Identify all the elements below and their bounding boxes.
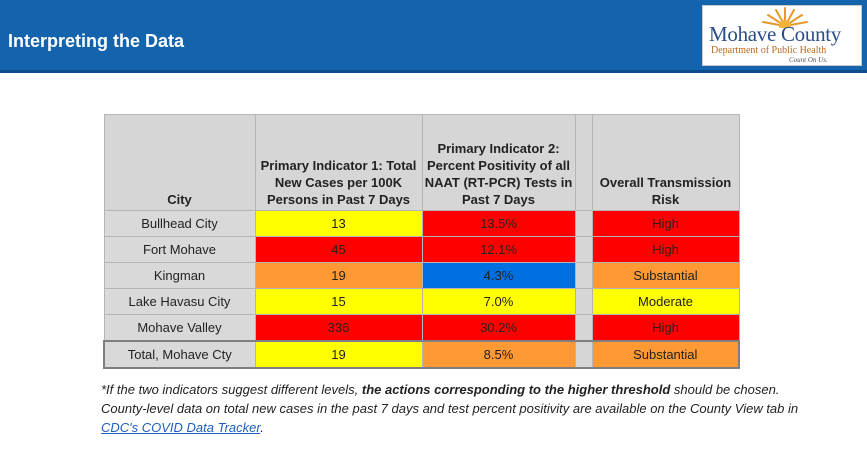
cell-spacer bbox=[574, 288, 593, 315]
logo-department: Department of Public Health bbox=[711, 45, 827, 56]
cell-positivity: 13.5% bbox=[421, 210, 576, 237]
cdc-tracker-link[interactable]: CDC's COVID Data Tracker bbox=[101, 420, 261, 435]
cell-cases: 336 bbox=[254, 314, 423, 342]
table-header-row: City Primary Indicator 1: Total New Case… bbox=[103, 114, 740, 211]
cell-spacer bbox=[574, 236, 593, 263]
col-header-city: City bbox=[103, 114, 256, 211]
cell-positivity: 30.2% bbox=[421, 314, 576, 342]
cell-spacer bbox=[574, 314, 593, 342]
cell-cases: 15 bbox=[254, 288, 423, 315]
footnote-text-2: should be chosen. County-level data on t… bbox=[101, 382, 799, 416]
cell-city: Fort Mohave bbox=[103, 236, 256, 263]
col-header-risk: Overall Transmission Risk bbox=[591, 114, 740, 211]
cell-city: Kingman bbox=[103, 262, 256, 289]
table-row: Kingman 19 4.3% Substantial bbox=[103, 262, 740, 289]
col-header-spacer bbox=[574, 114, 593, 211]
cell-cases: 19 bbox=[254, 262, 423, 289]
cell-positivity: 7.0% bbox=[421, 288, 576, 315]
page-title: Interpreting the Data bbox=[8, 31, 185, 51]
footnote-text-1: *If the two indicators suggest different… bbox=[101, 382, 362, 397]
col-header-indicator-2: Primary Indicator 2: Percent Positivity … bbox=[421, 114, 576, 211]
cell-risk: Moderate bbox=[591, 288, 740, 315]
cell-city: Total, Mohave Cty bbox=[103, 340, 256, 369]
county-logo: Mohave County Department of Public Healt… bbox=[702, 5, 862, 66]
table-row: Fort Mohave 45 12.1% High bbox=[103, 236, 740, 263]
cell-positivity: 4.3% bbox=[421, 262, 576, 289]
cell-spacer bbox=[574, 262, 593, 289]
logo-county-name: Mohave County bbox=[709, 22, 842, 46]
sun-logo-icon bbox=[762, 7, 808, 28]
cell-city: Mohave Valley bbox=[103, 314, 256, 342]
cell-positivity: 8.5% bbox=[421, 340, 576, 369]
transmission-table: City Primary Indicator 1: Total New Case… bbox=[103, 114, 740, 369]
cell-risk: Substantial bbox=[591, 262, 740, 289]
cell-city: Lake Havasu City bbox=[103, 288, 256, 315]
cell-spacer bbox=[574, 340, 593, 369]
footnote: *If the two indicators suggest different… bbox=[101, 380, 801, 437]
col-header-indicator-1: Primary Indicator 1: Total New Cases per… bbox=[254, 114, 423, 211]
table-row: Bullhead City 13 13.5% High bbox=[103, 210, 740, 237]
cell-cases: 19 bbox=[254, 340, 423, 369]
table-row: Lake Havasu City 15 7.0% Moderate bbox=[103, 288, 740, 315]
cell-risk: High bbox=[591, 236, 740, 263]
footnote-text-3: . bbox=[260, 420, 264, 435]
table-row: Total, Mohave Cty 19 8.5% Substantial bbox=[103, 340, 740, 369]
cell-positivity: 12.1% bbox=[421, 236, 576, 263]
cell-risk: High bbox=[591, 314, 740, 342]
cell-risk: Substantial bbox=[591, 340, 740, 369]
table-body: Bullhead City 13 13.5% High Fort Mohave 45 12.… bbox=[103, 210, 740, 369]
table-row: Mohave Valley 336 30.2% High bbox=[103, 314, 740, 342]
cell-spacer bbox=[574, 210, 593, 237]
cell-city: Bullhead City bbox=[103, 210, 256, 237]
cell-cases: 45 bbox=[254, 236, 423, 263]
slide-header: Interpreting the Data Mohave County Depa… bbox=[0, 0, 867, 73]
logo-tagline: Count On Us. bbox=[789, 56, 828, 64]
cell-cases: 13 bbox=[254, 210, 423, 237]
cell-risk: High bbox=[591, 210, 740, 237]
footnote-emphasis: the actions corresponding to the higher … bbox=[361, 382, 671, 397]
